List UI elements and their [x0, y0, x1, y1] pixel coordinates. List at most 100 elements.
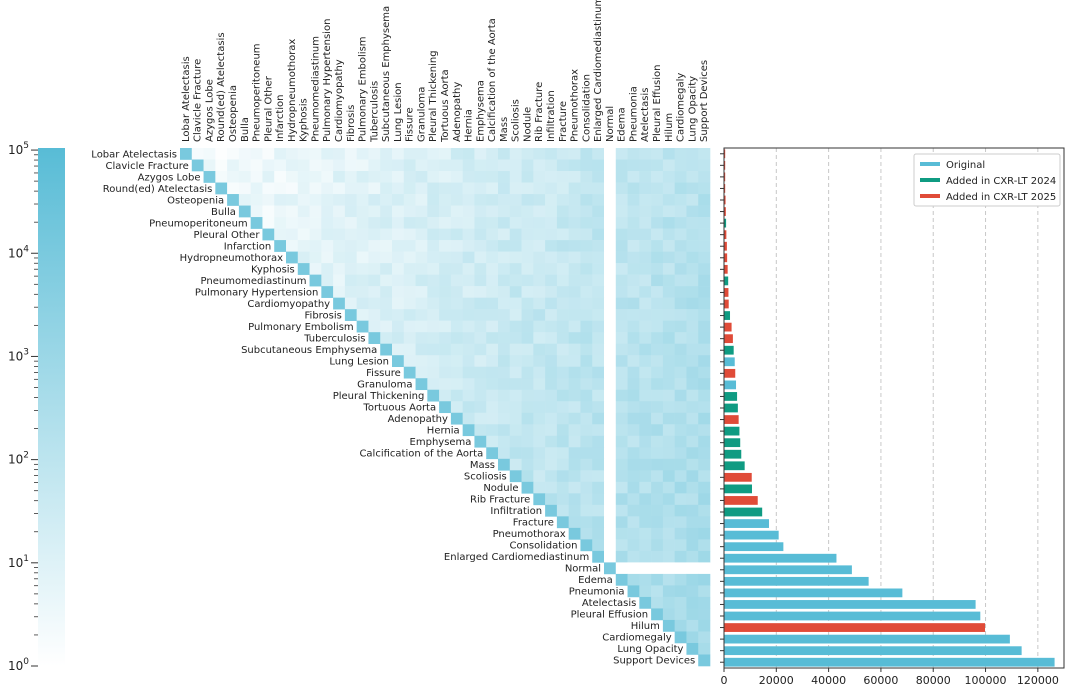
x-tick-label: 0	[721, 674, 728, 687]
heatmap-cell	[627, 539, 640, 552]
heatmap-cell	[698, 654, 711, 667]
heatmap-cell	[450, 355, 463, 368]
heatmap-cell	[639, 205, 652, 218]
heatmap-cell	[450, 286, 463, 298]
heatmap-cell	[615, 481, 628, 494]
heatmap-cell	[521, 481, 534, 494]
column-label-normal: Normal	[605, 106, 616, 142]
heatmap-cell	[651, 309, 664, 321]
heatmap-cell	[615, 217, 628, 229]
heatmap-cell	[662, 447, 675, 460]
heatmap-cell	[486, 309, 499, 321]
heatmap-cell	[662, 527, 675, 540]
heatmap-cell	[592, 355, 605, 368]
heatmap-cell	[639, 274, 652, 287]
heatmap-cell	[380, 297, 393, 310]
heatmap-cell	[309, 263, 322, 275]
legend-box	[913, 153, 1061, 207]
heatmap-cell	[639, 171, 652, 183]
heatmap-cell	[674, 470, 687, 483]
heatmap-cell	[474, 355, 487, 368]
heatmap-cell	[474, 205, 487, 218]
heatmap-cell	[274, 171, 287, 183]
column-label-fissure: Fissure	[405, 107, 416, 142]
heatmap-cell	[215, 148, 228, 160]
heatmap-cell	[427, 263, 440, 275]
heatmap-cell	[568, 274, 581, 287]
heatmap-cell	[662, 619, 675, 632]
bar-fracture	[724, 519, 769, 528]
heatmap-cell	[462, 389, 475, 402]
heatmap-cell	[604, 171, 617, 183]
heatmap-cell	[439, 228, 452, 241]
heatmap-cell	[262, 217, 275, 229]
heatmap-cell	[297, 228, 310, 241]
heatmap-cell	[321, 148, 334, 160]
heatmap-cell	[580, 263, 593, 275]
heatmap-cell	[662, 596, 675, 609]
heatmap-cell	[556, 412, 569, 425]
heatmap-cell	[392, 263, 405, 275]
heatmap-cell	[427, 320, 440, 333]
heatmap-cell	[380, 228, 393, 241]
heatmap-cell	[698, 148, 711, 160]
column-label-pneumoperitoneum: Pneumoperitoneum	[252, 43, 263, 142]
row-label-lobar-atelectasis: Lobar Atelectasis	[91, 149, 177, 160]
heatmap-cell	[274, 228, 287, 241]
heatmap-cell	[356, 309, 369, 321]
heatmap-cell	[686, 182, 699, 195]
heatmap-cell	[545, 470, 558, 483]
heatmap-cell	[368, 263, 381, 275]
row-label-azygos-lobe: Azygos Lobe	[138, 172, 201, 183]
heatmap-cell	[368, 240, 381, 252]
row-label-infarction: Infarction	[224, 241, 271, 252]
heatmap-cell	[439, 274, 452, 287]
heatmap-cell	[686, 171, 699, 183]
heatmap-cell	[344, 148, 357, 160]
heatmap-cell	[521, 458, 534, 471]
heatmap-cell	[674, 424, 687, 437]
heatmap-cell	[474, 194, 487, 206]
heatmap-cell	[604, 228, 617, 241]
heatmap-cell	[615, 562, 628, 575]
heatmap-cell	[698, 516, 711, 529]
heatmap-cell	[651, 424, 664, 437]
heatmap-cell	[450, 320, 463, 333]
heatmap-cell	[698, 527, 711, 540]
heatmap-cell	[651, 366, 664, 379]
heatmap-cell	[674, 481, 687, 494]
heatmap-cell	[556, 240, 569, 252]
heatmap-cell	[615, 389, 628, 402]
heatmap-cell	[356, 205, 369, 218]
bar-normal	[724, 565, 852, 575]
heatmap-cell	[545, 240, 558, 252]
heatmap-cell	[521, 217, 534, 229]
heatmap-cell	[474, 159, 487, 172]
heatmap-cell	[474, 366, 487, 379]
heatmap-cell	[533, 424, 546, 437]
heatmap-cell	[639, 435, 652, 448]
heatmap-cell	[533, 205, 546, 218]
heatmap-cell	[356, 148, 369, 160]
heatmap-cell	[498, 217, 511, 229]
row-label-support-devices: Support Devices	[613, 656, 695, 667]
heatmap-cell	[521, 286, 534, 298]
heatmap-cell	[686, 504, 699, 517]
heatmap-cell	[556, 309, 569, 321]
heatmap-cell	[592, 251, 605, 264]
row-label-kyphosis: Kyphosis	[251, 264, 295, 275]
colorbar-tick-label: 100	[8, 657, 29, 673]
heatmap-cell	[698, 412, 711, 425]
heatmap-cell	[321, 205, 334, 218]
heatmap-cell	[592, 343, 605, 356]
heatmap-cell	[686, 378, 699, 391]
heatmap-cell	[309, 205, 322, 218]
heatmap-cell	[662, 171, 675, 183]
heatmap-cell	[286, 194, 299, 206]
heatmap-cell	[380, 159, 393, 172]
heatmap-cell	[227, 194, 240, 206]
heatmap-cell	[215, 182, 228, 195]
heatmap-cell	[592, 378, 605, 391]
heatmap-cell	[592, 458, 605, 471]
heatmap-cell	[498, 389, 511, 402]
